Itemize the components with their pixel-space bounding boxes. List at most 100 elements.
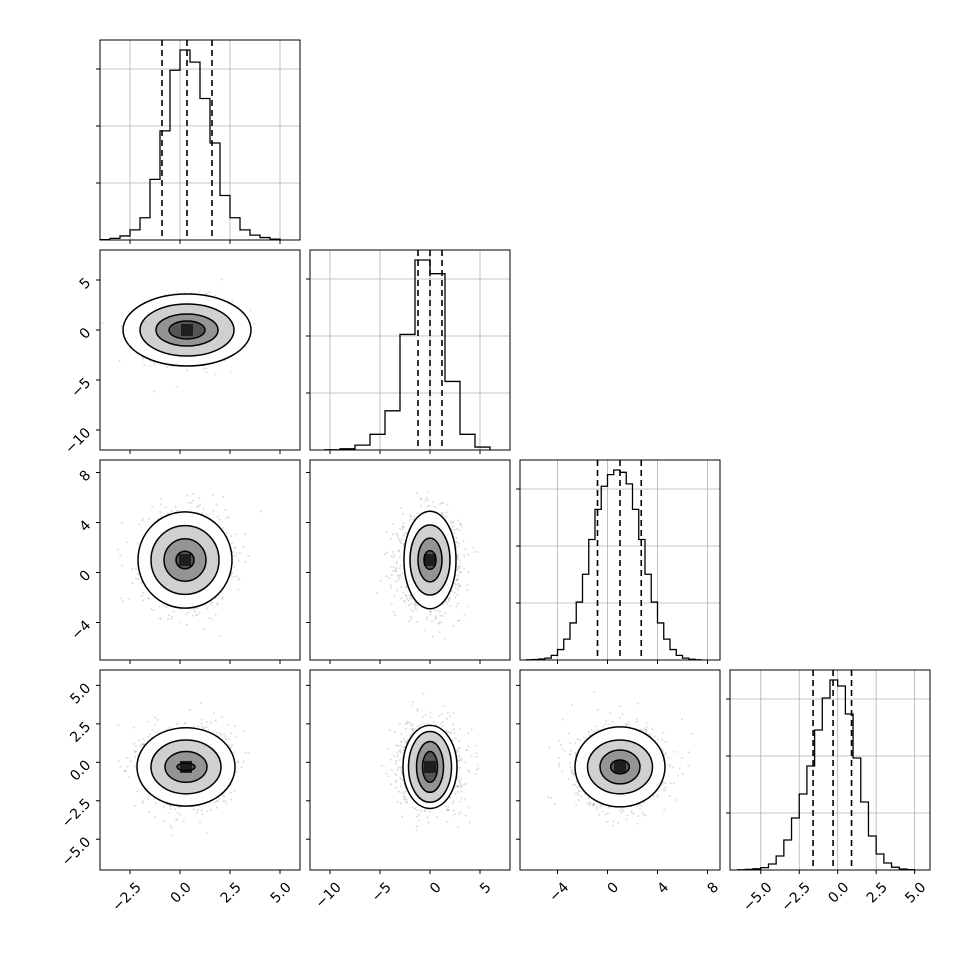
- scatter-point: [385, 575, 388, 578]
- scatter-point: [415, 608, 418, 611]
- scatter-point: [234, 547, 237, 550]
- scatter-point: [458, 584, 461, 587]
- scatter-point: [409, 602, 412, 605]
- scatter-point: [466, 584, 469, 587]
- scatter-point: [395, 560, 398, 563]
- scatter-point: [409, 597, 412, 600]
- scatter-point: [401, 525, 404, 528]
- scatter-point: [398, 550, 401, 553]
- scatter-point: [205, 513, 208, 516]
- scatter-point: [216, 603, 219, 606]
- scatter-point: [458, 528, 461, 531]
- scatter-point: [402, 599, 405, 602]
- scatter-point: [232, 551, 235, 554]
- scatter-point: [202, 508, 205, 511]
- scatter-point: [153, 390, 156, 393]
- scatter-point: [216, 602, 219, 605]
- scatter-point: [201, 718, 203, 721]
- scatter-point: [135, 577, 138, 580]
- scatter-point: [394, 570, 397, 573]
- scatter-point: [419, 497, 422, 500]
- scatter-point: [432, 635, 434, 638]
- scatter-point: [159, 503, 162, 506]
- scatter-point: [225, 517, 228, 520]
- scatter-point: [214, 294, 217, 297]
- scatter-point: [390, 574, 393, 576]
- scatter-point: [388, 577, 391, 580]
- scatter-point: [434, 617, 437, 620]
- scatter-point: [175, 385, 178, 388]
- scatter-point: [400, 586, 403, 589]
- contour-line: [403, 510, 457, 610]
- scatter-point: [199, 503, 201, 506]
- scatter-point: [391, 570, 394, 573]
- scatter-point: [147, 517, 150, 520]
- scatter-point: [142, 599, 145, 602]
- scatter-point: [260, 510, 262, 513]
- scatter-point: [406, 597, 408, 600]
- scatter-point: [427, 490, 429, 493]
- scatter-point: [205, 721, 208, 724]
- scatter-point: [165, 605, 168, 608]
- scatter-point: [403, 532, 406, 535]
- scatter-point: [150, 608, 153, 610]
- scatter-point: [170, 615, 173, 618]
- scatter-point: [160, 497, 163, 500]
- panel-content: [375, 490, 479, 640]
- scatter-point: [198, 611, 201, 614]
- scatter-point: [466, 589, 469, 592]
- scatter-point: [408, 620, 411, 623]
- scatter-point: [235, 575, 238, 578]
- scatter-point: [460, 525, 463, 528]
- scatter-point: [385, 551, 388, 554]
- scatter-point: [136, 542, 139, 545]
- scatter-point: [231, 571, 233, 574]
- scatter-point: [158, 605, 161, 608]
- contour-line: [417, 537, 443, 583]
- scatter-point: [148, 360, 151, 362]
- scatter-point: [154, 723, 157, 726]
- scatter-point: [429, 610, 432, 613]
- scatter-point: [399, 527, 402, 530]
- scatter-point: [401, 526, 404, 529]
- scatter-point: [402, 526, 405, 529]
- scatter-point: [467, 605, 470, 608]
- scatter-point: [116, 548, 119, 551]
- scatter-point: [224, 738, 227, 741]
- scatter-point: [452, 625, 455, 628]
- scatter-point: [244, 533, 247, 536]
- scatter-point: [214, 373, 217, 376]
- scatter-point: [448, 597, 451, 600]
- scatter-point: [455, 583, 458, 586]
- scatter-point: [210, 602, 213, 605]
- scatter-point: [434, 615, 437, 618]
- scatter-point: [447, 599, 450, 602]
- contour-line: [155, 313, 219, 347]
- scatter-point: [167, 512, 170, 514]
- scatter-point: [222, 495, 225, 498]
- scatter-point: [400, 597, 403, 600]
- scatter-point: [396, 534, 399, 537]
- scatter-point: [456, 578, 459, 581]
- scatter-point: [459, 585, 462, 588]
- scatter-point: [395, 562, 398, 565]
- scatter-point: [448, 596, 451, 599]
- scatter-point: [432, 501, 435, 504]
- panel-1-0: [96, 249, 301, 454]
- scatter-point: [416, 621, 419, 624]
- scatter-point: [214, 613, 217, 616]
- scatter-point: [454, 591, 457, 594]
- scatter-point: [460, 523, 463, 526]
- scatter-point: [131, 582, 134, 585]
- scatter-point: [390, 555, 392, 558]
- scatter-point: [231, 550, 234, 553]
- scatter-point: [457, 554, 460, 556]
- panel-frame: [309, 459, 511, 661]
- scatter-point: [396, 574, 399, 577]
- density-peak: [424, 554, 436, 566]
- scatter-point: [202, 628, 205, 631]
- scatter-point: [402, 512, 405, 515]
- scatter-point: [393, 594, 396, 597]
- scatter-point: [132, 726, 135, 729]
- scatter-point: [405, 586, 407, 589]
